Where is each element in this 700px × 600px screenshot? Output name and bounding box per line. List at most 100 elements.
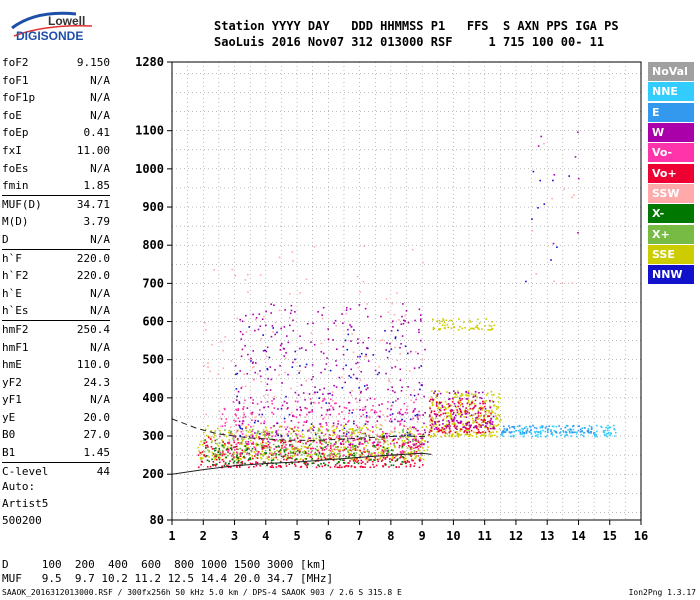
echo-point xyxy=(441,404,444,407)
x-tick-label: 5 xyxy=(293,529,300,543)
param-row: fxI 11.00 xyxy=(2,142,110,160)
echo-point xyxy=(367,315,369,318)
echo-point xyxy=(317,427,320,430)
echo-point xyxy=(420,433,422,436)
echo-point xyxy=(488,324,491,327)
echo-point xyxy=(322,352,325,355)
echo-point xyxy=(496,408,498,410)
echo-point xyxy=(364,466,366,468)
echo-point xyxy=(306,413,308,416)
echo-point xyxy=(474,426,477,428)
echo-point xyxy=(197,446,200,449)
echo-point xyxy=(237,458,239,461)
echo-point xyxy=(406,461,409,463)
echo-point xyxy=(421,437,424,439)
echo-point xyxy=(336,446,339,449)
echo-point xyxy=(360,462,363,465)
echo-point xyxy=(219,429,221,432)
echo-point xyxy=(376,438,379,440)
echo-point xyxy=(270,446,272,449)
echo-point xyxy=(453,411,455,414)
echo-point xyxy=(284,453,287,456)
echo-point xyxy=(323,387,325,390)
echo-point xyxy=(361,427,363,430)
echo-point xyxy=(221,453,223,455)
echo-point xyxy=(207,446,209,448)
muf-distance-row: D 100 200 400 600 800 1000 1500 3000 [km… xyxy=(2,558,327,571)
echo-point xyxy=(472,414,475,416)
echo-point xyxy=(372,431,374,433)
echo-point xyxy=(559,432,561,434)
echo-point xyxy=(392,390,394,392)
echo-point xyxy=(468,412,470,414)
echo-point xyxy=(609,432,612,434)
echo-point xyxy=(484,408,487,410)
echo-point xyxy=(267,394,269,396)
echo-point xyxy=(302,436,305,438)
echo-point xyxy=(419,460,421,462)
echo-point xyxy=(388,420,391,422)
echo-point xyxy=(501,431,503,433)
echo-point xyxy=(293,450,295,452)
echo-point xyxy=(457,410,459,413)
echo-point xyxy=(291,448,294,450)
echo-point xyxy=(268,446,271,449)
echo-point xyxy=(420,339,422,342)
echo-point xyxy=(286,402,288,404)
echo-point xyxy=(435,396,437,399)
echo-point xyxy=(296,429,298,432)
echo-point xyxy=(207,362,209,364)
echo-point xyxy=(224,336,227,338)
echo-point xyxy=(222,367,225,369)
echo-point xyxy=(347,451,350,453)
echo-point xyxy=(401,446,403,449)
echo-point xyxy=(338,405,341,408)
echo-point xyxy=(352,351,355,354)
echo-point xyxy=(203,442,206,444)
echo-point xyxy=(243,373,245,375)
echo-point xyxy=(368,435,370,437)
echo-point xyxy=(404,457,406,459)
echo-point xyxy=(318,452,321,455)
param-label: fxI xyxy=(2,143,22,157)
echo-point xyxy=(285,433,288,436)
echo-point xyxy=(382,457,385,459)
echo-point xyxy=(477,428,480,431)
echo-point xyxy=(371,460,374,463)
echo-point xyxy=(417,414,419,417)
echo-point xyxy=(268,458,270,461)
echo-point xyxy=(357,446,359,448)
echo-point xyxy=(546,429,549,432)
echo-point xyxy=(270,457,273,459)
echo-point xyxy=(282,438,284,441)
echo-point xyxy=(342,455,344,457)
echo-point xyxy=(325,402,328,404)
echo-point xyxy=(241,433,244,435)
echo-point xyxy=(299,370,302,372)
echo-point xyxy=(405,310,408,312)
echo-point xyxy=(477,327,479,329)
echo-point xyxy=(454,427,457,430)
echo-point xyxy=(280,460,282,463)
echo-point xyxy=(252,313,254,316)
echo-point xyxy=(395,435,397,437)
echo-point xyxy=(359,399,361,402)
echo-point xyxy=(463,416,465,418)
echo-point xyxy=(415,451,418,453)
echo-point xyxy=(216,438,218,441)
echo-point xyxy=(352,431,355,433)
echo-point xyxy=(295,416,298,418)
echo-point xyxy=(371,442,374,444)
param-label: foF2 xyxy=(2,56,29,69)
echo-point xyxy=(264,447,267,449)
echo-point xyxy=(343,406,346,409)
echo-point xyxy=(262,431,265,433)
echo-point xyxy=(476,427,478,430)
echo-point xyxy=(244,345,246,347)
echo-point xyxy=(327,392,329,395)
echo-point xyxy=(537,207,539,209)
echo-point xyxy=(298,372,300,374)
echo-point xyxy=(254,329,256,332)
echo-point xyxy=(432,326,435,329)
echo-point xyxy=(363,446,365,449)
